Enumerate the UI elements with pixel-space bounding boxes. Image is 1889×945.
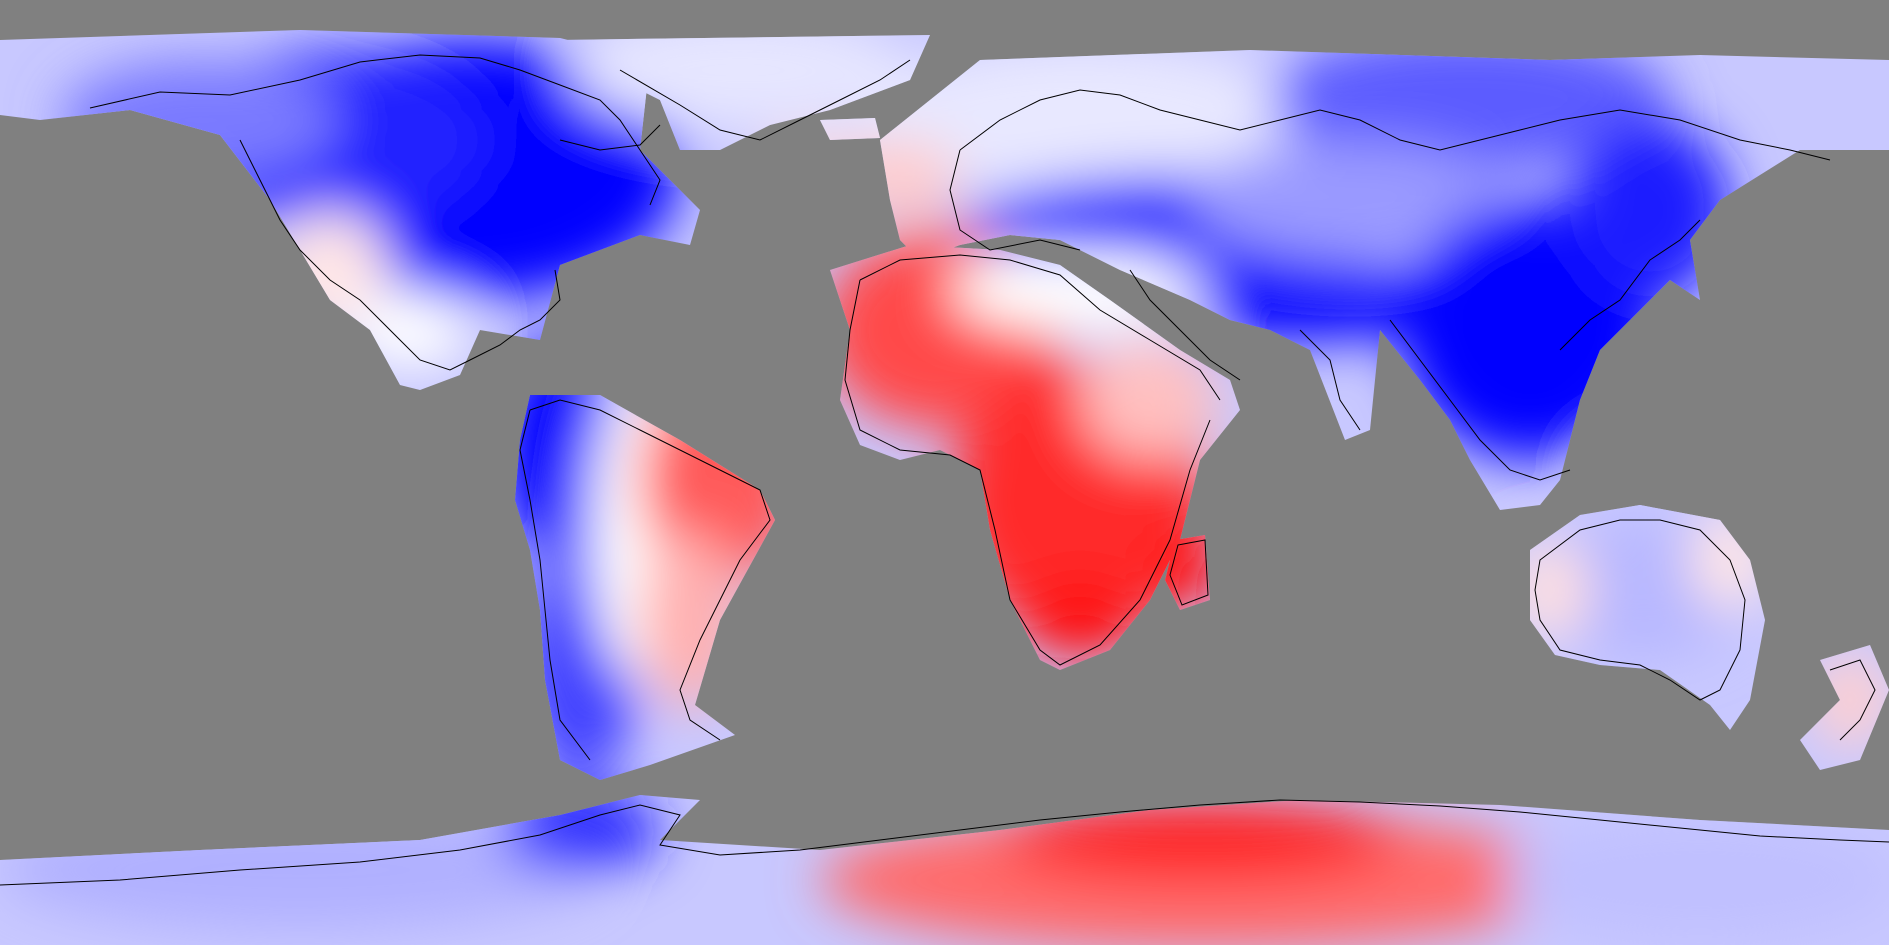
coastlines xyxy=(0,54,1889,886)
